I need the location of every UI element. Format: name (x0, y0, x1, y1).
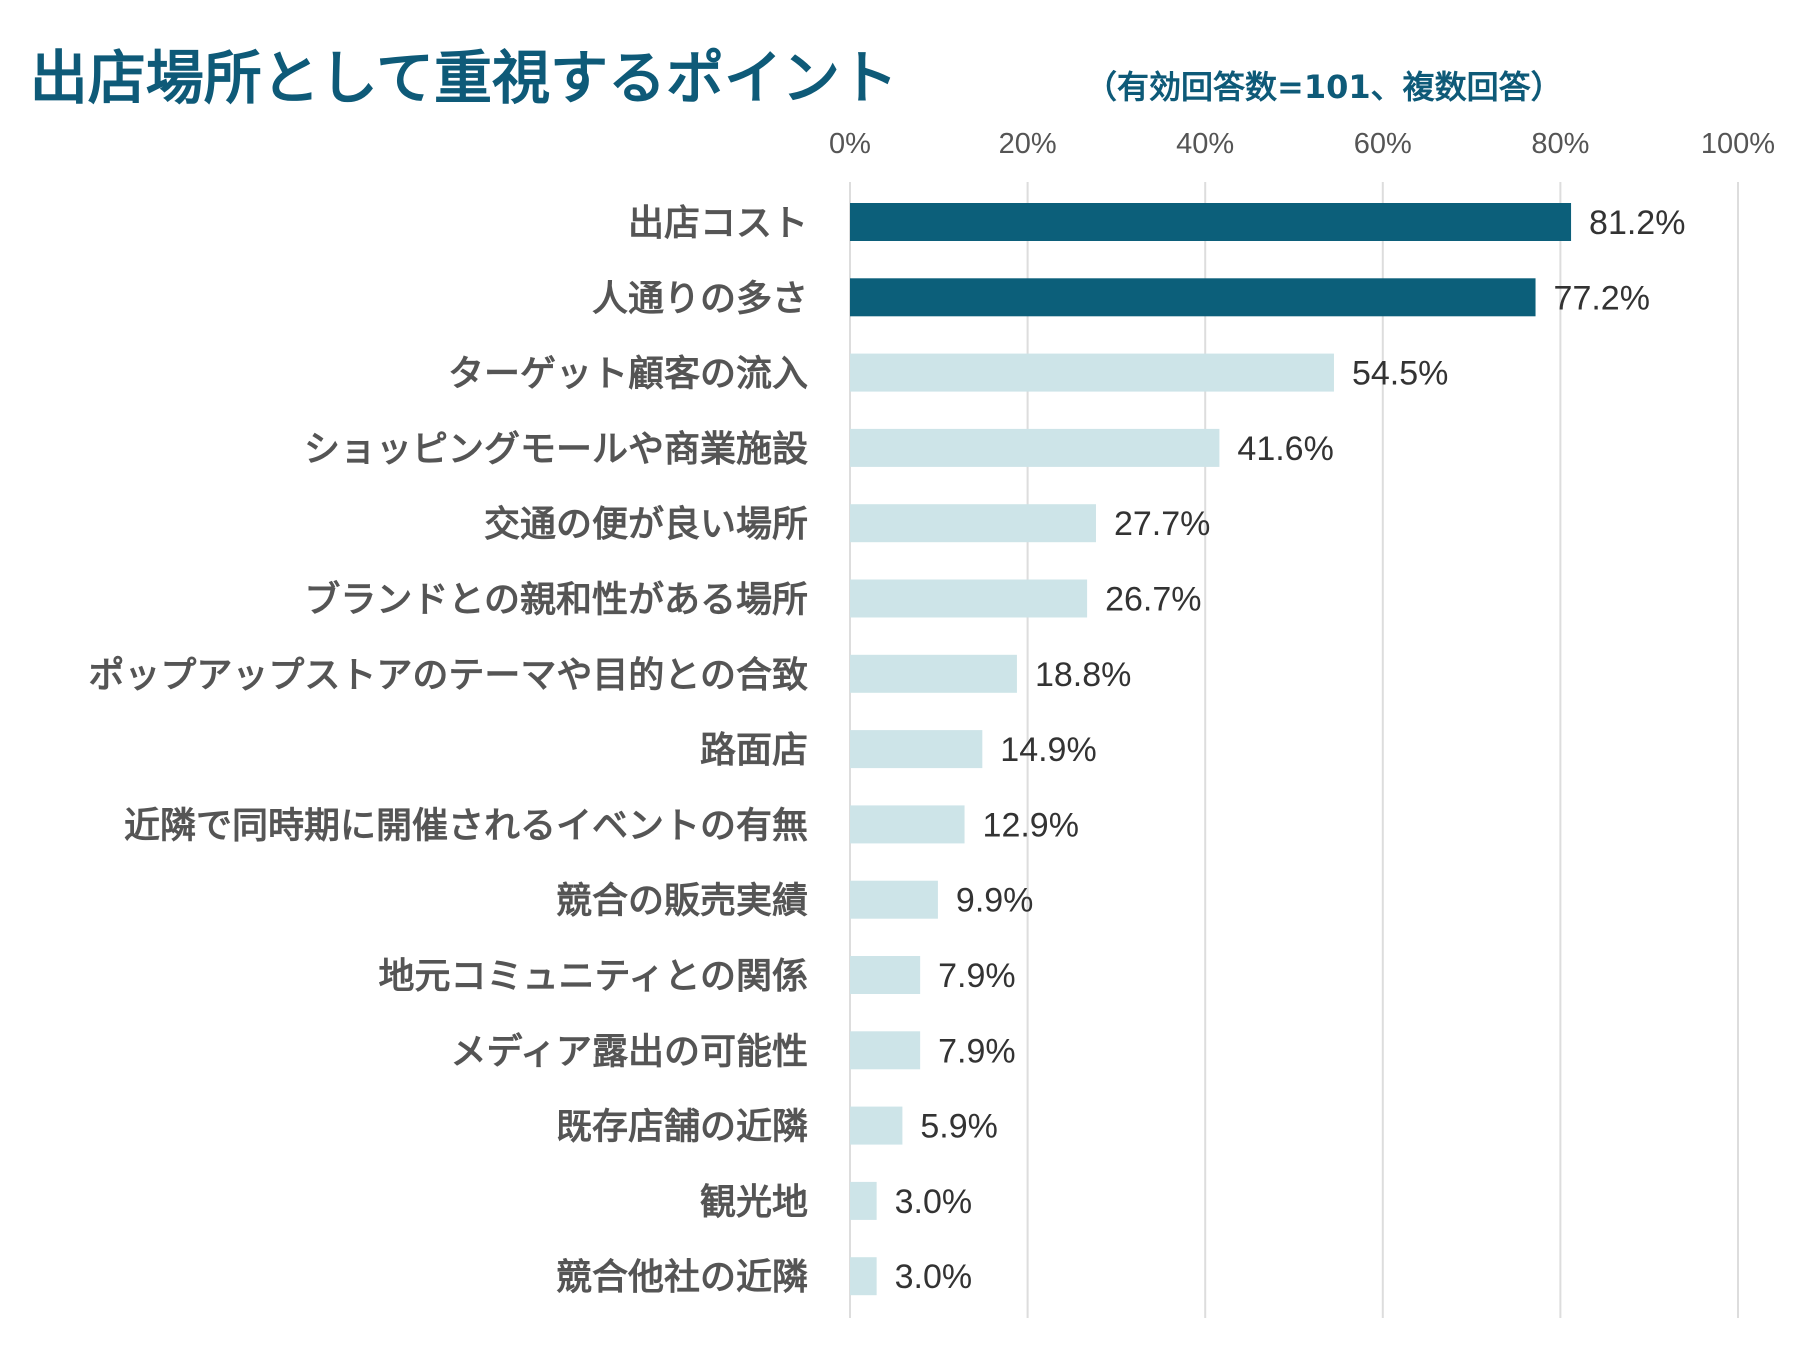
x-tick-label-100: 100% (1701, 128, 1775, 160)
bar-13 (850, 1106, 903, 1145)
value-label-9: 12.9% (983, 806, 1079, 844)
x-tick-label-40: 40% (1176, 128, 1234, 160)
category-label-3: ターゲット顧客の流入 (448, 354, 808, 395)
category-label-6: ブランドとの親和性がある場所 (304, 579, 808, 621)
bar-5 (850, 504, 1096, 543)
bar-8 (850, 730, 983, 769)
value-label-12: 7.9% (938, 1032, 1016, 1070)
category-label-4: ショッピングモールや商業施設 (304, 429, 808, 470)
bar-3 (850, 353, 1334, 392)
bars (850, 203, 1572, 1296)
chart-subtitle-text: （有効回答数=101、複数回答） (1085, 68, 1563, 106)
category-label-13: 既存店舗の近隣 (556, 1107, 808, 1148)
bar-6 (850, 579, 1088, 618)
bar-4 (850, 428, 1220, 467)
value-label-15: 3.0% (895, 1258, 973, 1296)
category-labels: 出店コスト人通りの多さターゲット顧客の流入ショッピングモールや商業施設交通の便が… (88, 203, 808, 1298)
bar-7 (850, 654, 1017, 693)
x-tick-label-0: 0% (829, 128, 871, 160)
category-label-10: 競合の販売実績 (556, 881, 808, 922)
category-label-9: 近隣で同時期に開催されるイベントの有無 (124, 805, 808, 846)
value-labels: 81.2% 77.2% 54.5% 41.6% 27.7% 26.7% 18.8% 14.9%… (895, 204, 1686, 1296)
x-tick-label-20: 20% (999, 128, 1057, 160)
category-label-8: 路面店 (700, 730, 808, 771)
chart-subtitle: （有効回答数=101、複数回答） (1085, 68, 1563, 106)
chart-title: 出店場所として重視するポイント (30, 44, 898, 112)
value-label-6: 26.7% (1105, 581, 1201, 619)
value-label-7: 18.8% (1035, 656, 1131, 694)
x-tick-label-80: 80% (1531, 128, 1589, 160)
value-label-10: 9.9% (956, 882, 1034, 920)
value-label-3: 54.5% (1352, 355, 1448, 393)
category-label-2: 人通りの多さ (592, 278, 808, 319)
category-label-11: 地元コミュニティとの関係 (379, 956, 808, 997)
bar-10 (850, 880, 938, 919)
x-axis-tick-labels: 0% 20% 40% 60% 80% 100% (829, 128, 1775, 160)
category-label-14: 観光地 (700, 1182, 808, 1223)
value-label-2: 77.2% (1554, 279, 1650, 317)
bar-2 (850, 278, 1536, 317)
bar-1 (850, 203, 1572, 241)
value-label-1: 81.2% (1589, 204, 1685, 242)
value-label-13: 5.9% (920, 1108, 998, 1146)
value-label-5: 27.7% (1114, 505, 1210, 543)
x-tick-label-60: 60% (1354, 128, 1412, 160)
category-label-5: 交通の便が良い場所 (484, 503, 808, 545)
value-label-4: 41.6% (1237, 430, 1333, 468)
gridlines (849, 182, 1739, 1318)
bar-14 (850, 1181, 877, 1220)
bar-11 (850, 956, 921, 994)
category-label-7: ポップアップストアのテーマや目的との合致 (88, 654, 808, 696)
chart-title-main: 出店場所として重視するポイント (30, 44, 898, 112)
category-label-1: 出店コスト (628, 203, 808, 244)
value-label-14: 3.0% (895, 1183, 973, 1221)
value-label-8: 14.9% (1000, 731, 1096, 769)
bar-12 (850, 1031, 921, 1070)
category-label-12: メディア露出の可能性 (451, 1030, 808, 1072)
bar-9 (850, 805, 965, 844)
value-label-11: 7.9% (938, 957, 1016, 995)
category-label-15: 競合他社の近隣 (556, 1257, 808, 1298)
bar-15 (850, 1257, 877, 1296)
